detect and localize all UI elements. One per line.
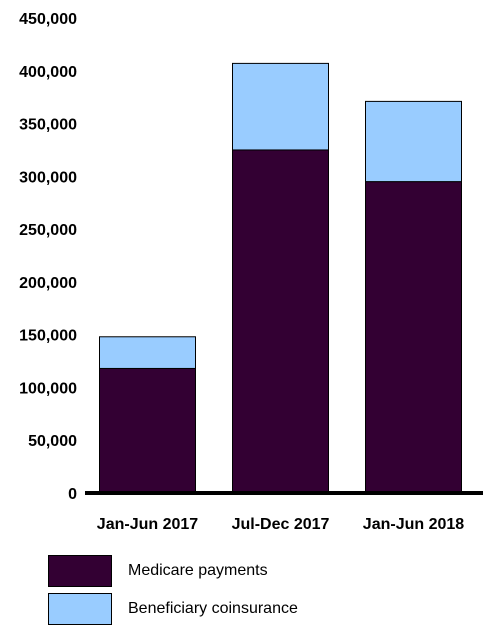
legend-swatch-medicare-payments (48, 555, 112, 587)
y-axis-tick-labels: 0 50,000 100,000 150,000 200,000 250,000 300,0… (19, 11, 77, 503)
y-tick-label: 450,000 (19, 11, 77, 28)
y-tick-label: 300,000 (19, 169, 77, 186)
x-category-label: Jul-Dec 2017 (232, 516, 330, 533)
y-tick-label: 200,000 (19, 275, 77, 292)
y-tick-label: 50,000 (28, 433, 77, 450)
bar-segment-medicare-payments (232, 149, 329, 494)
y-tick-label: 250,000 (19, 222, 77, 239)
y-tick-label: 0 (68, 486, 77, 503)
bar-segment-beneficiary-coinsurance (232, 62, 329, 151)
y-tick-label: 400,000 (19, 64, 77, 81)
bar-segment-medicare-payments (365, 181, 462, 494)
stacked-bar-chart: 0 50,000 100,000 150,000 200,000 250,000 300,0… (19, 11, 483, 533)
legend-swatch-beneficiary-coinsurance (48, 593, 112, 625)
y-tick-label: 150,000 (19, 328, 77, 345)
bar-segment-beneficiary-coinsurance (365, 100, 462, 183)
legend-label-beneficiary-coinsurance: Beneficiary coinsurance (128, 600, 298, 617)
bars (99, 62, 462, 494)
legend-item-medicare-payments: Medicare payments (48, 552, 298, 590)
bar-segment-beneficiary-coinsurance (99, 336, 196, 369)
legend: Medicare payments Beneficiary coinsuranc… (48, 552, 298, 628)
x-category-label: Jan-Jun 2017 (97, 516, 198, 533)
x-category-label: Jan-Jun 2018 (363, 516, 464, 533)
legend-label-medicare-payments: Medicare payments (128, 562, 268, 579)
x-axis-category-labels: Jan-Jun 2017 Jul-Dec 2017 Jan-Jun 2018 (97, 516, 464, 533)
legend-item-beneficiary-coinsurance: Beneficiary coinsurance (48, 590, 298, 628)
bar-segment-medicare-payments (99, 367, 196, 494)
y-tick-label: 100,000 (19, 380, 77, 397)
y-tick-label: 350,000 (19, 117, 77, 134)
